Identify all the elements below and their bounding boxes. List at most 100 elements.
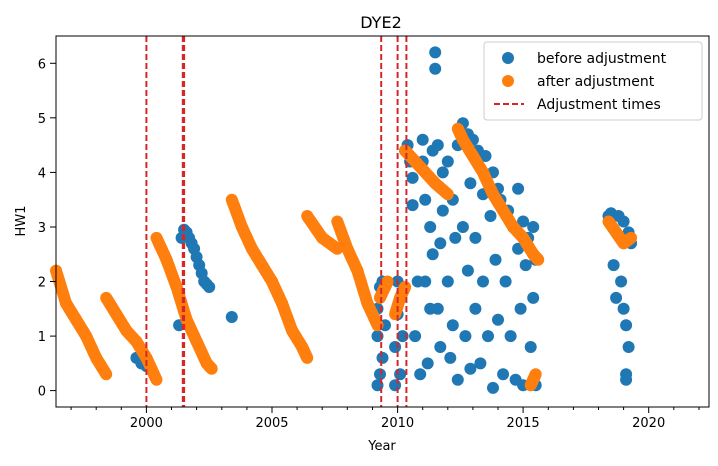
point-before-adjustment	[489, 253, 502, 266]
y-tick-label: 6	[38, 57, 46, 72]
point-before-adjustment	[449, 231, 462, 244]
point-before-adjustment	[376, 351, 389, 364]
point-before-adjustment	[499, 275, 512, 288]
point-before-adjustment	[436, 204, 449, 217]
x-tick-label: 2005	[255, 416, 288, 431]
point-before-adjustment	[512, 182, 525, 195]
point-before-adjustment	[416, 133, 429, 146]
x-axis: 2000 2005 2010 2015 2020	[70, 407, 700, 431]
point-before-adjustment	[451, 373, 464, 386]
point-before-adjustment	[456, 221, 469, 233]
legend-box	[483, 41, 703, 121]
x-tick-label: 2000	[130, 416, 163, 431]
point-before-adjustment	[487, 381, 499, 394]
point-before-adjustment	[527, 221, 540, 233]
point-before-adjustment	[482, 330, 494, 343]
point-after-adjustment	[100, 368, 113, 381]
legend-marker-before-adjustment	[502, 52, 514, 64]
point-before-adjustment	[620, 373, 633, 386]
point-before-adjustment	[444, 351, 457, 364]
point-after-adjustment	[301, 351, 314, 364]
point-before-adjustment	[436, 166, 449, 179]
point-before-adjustment	[225, 311, 238, 323]
point-before-adjustment	[203, 281, 216, 293]
point-before-adjustment	[492, 313, 504, 326]
y-tick-label: 2	[38, 276, 46, 291]
point-after-adjustment	[399, 281, 412, 293]
point-before-adjustment	[474, 357, 487, 370]
y-tick-label: 0	[38, 385, 46, 400]
point-before-adjustment	[419, 193, 432, 206]
point-before-adjustment	[464, 177, 477, 190]
point-before-adjustment	[414, 368, 427, 381]
point-before-adjustment	[519, 259, 532, 272]
point-before-adjustment	[464, 362, 477, 375]
point-before-adjustment	[461, 264, 474, 277]
point-before-adjustment	[497, 368, 510, 381]
point-before-adjustment	[429, 46, 442, 59]
point-before-adjustment	[406, 199, 419, 212]
point-after-adjustment	[625, 231, 638, 244]
point-before-adjustment	[617, 215, 630, 228]
point-after-adjustment	[381, 275, 394, 288]
point-after-adjustment	[529, 368, 542, 381]
point-before-adjustment	[504, 330, 517, 343]
point-before-adjustment	[469, 302, 482, 315]
y-axis: 0 1 2 3 4 5 6	[38, 57, 56, 400]
point-after-adjustment	[441, 188, 454, 201]
point-before-adjustment	[617, 302, 630, 315]
legend-label-after-adjustment: after adjustment	[537, 74, 655, 90]
point-before-adjustment	[484, 210, 497, 222]
point-after-adjustment	[150, 373, 163, 386]
point-before-adjustment	[434, 237, 447, 250]
point-before-adjustment	[431, 139, 444, 152]
x-tick-label: 2010	[381, 416, 414, 431]
point-before-adjustment	[429, 62, 442, 75]
x-axis-label: Year	[367, 439, 396, 454]
point-before-adjustment	[610, 291, 623, 304]
point-before-adjustment	[421, 357, 434, 370]
point-before-adjustment	[514, 302, 527, 315]
point-before-adjustment	[389, 341, 402, 353]
point-before-adjustment	[479, 150, 492, 162]
legend-marker-after-adjustment	[502, 75, 514, 87]
point-before-adjustment	[607, 259, 620, 272]
y-axis-label: HW1	[14, 206, 29, 237]
point-before-adjustment	[426, 248, 439, 261]
point-before-adjustment	[469, 231, 482, 244]
point-before-adjustment	[409, 330, 422, 343]
point-before-adjustment	[389, 379, 402, 392]
point-before-adjustment	[517, 215, 530, 228]
point-before-adjustment	[477, 275, 489, 288]
point-before-adjustment	[446, 319, 459, 332]
point-after-adjustment	[205, 362, 218, 375]
y-tick-label: 4	[38, 166, 46, 181]
legend: before adjustment after adjustment Adjus…	[483, 41, 703, 121]
point-before-adjustment	[441, 275, 454, 288]
axes-frame	[55, 35, 710, 408]
point-before-adjustment	[524, 341, 537, 353]
point-before-adjustment	[622, 341, 635, 353]
point-before-adjustment	[615, 275, 628, 288]
point-before-adjustment	[394, 368, 407, 381]
legend-label-before-adjustment: before adjustment	[537, 51, 667, 67]
point-before-adjustment	[434, 341, 447, 353]
point-before-adjustment	[459, 330, 472, 343]
point-after-adjustment	[532, 253, 545, 266]
legend-label-adjustment-times: Adjustment times	[537, 97, 661, 113]
point-before-adjustment	[424, 221, 437, 233]
x-tick-label: 2020	[632, 416, 665, 431]
point-before-adjustment	[620, 319, 633, 332]
y-tick-label: 3	[38, 221, 46, 236]
adjustment-lines	[145, 36, 408, 407]
point-before-adjustment	[374, 368, 386, 381]
chart-title: DYE2	[360, 13, 402, 32]
point-before-adjustment	[441, 155, 454, 168]
point-before-adjustment	[431, 302, 444, 315]
x-tick-label: 2015	[507, 416, 540, 431]
plot-area	[50, 46, 638, 394]
point-before-adjustment	[406, 171, 419, 184]
point-before-adjustment	[419, 275, 432, 288]
point-before-adjustment	[527, 291, 540, 304]
